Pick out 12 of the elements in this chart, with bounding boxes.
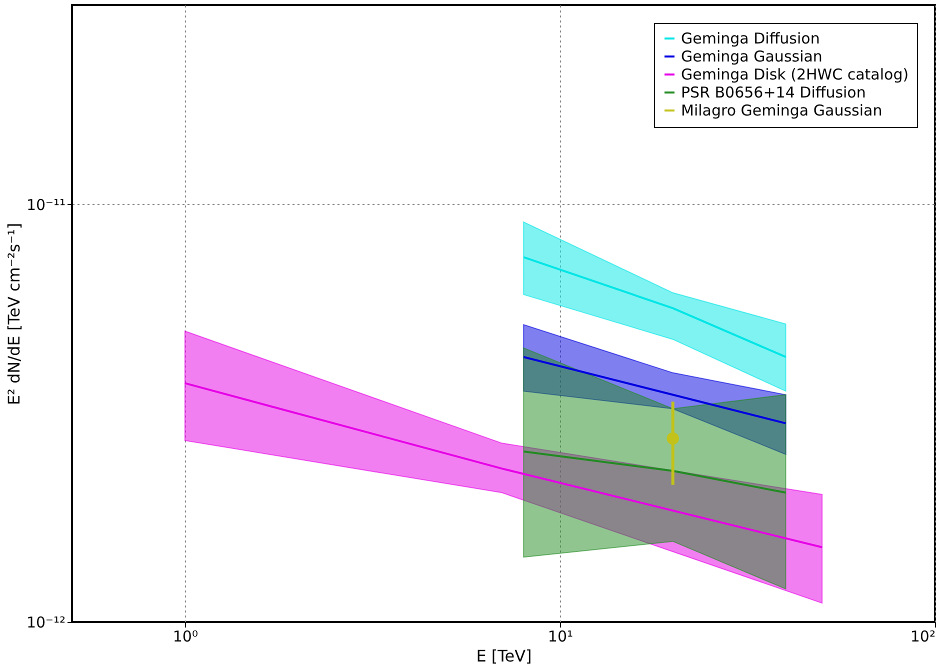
- x-tick-label: 10⁰: [172, 628, 198, 646]
- x-tick-label: 10¹: [548, 628, 574, 646]
- legend-label: Geminga Gaussian: [681, 48, 822, 66]
- x-axis-title: E [TeV]: [476, 646, 532, 666]
- y-axis-title: E² dN/dE [TeV cm⁻²s⁻¹]: [4, 222, 24, 406]
- legend-label: Geminga Disk (2HWC catalog): [681, 66, 909, 84]
- legend-label: Geminga Diffusion: [681, 30, 820, 48]
- x-tick-label: 10²: [910, 628, 936, 646]
- legend-label: PSR B0656+14 Diffusion: [681, 84, 866, 102]
- y-tick-label: 10⁻¹²: [26, 614, 66, 632]
- y-tick-label: 10⁻¹¹: [26, 196, 66, 214]
- legend-label: Milagro Geminga Gaussian: [681, 102, 882, 120]
